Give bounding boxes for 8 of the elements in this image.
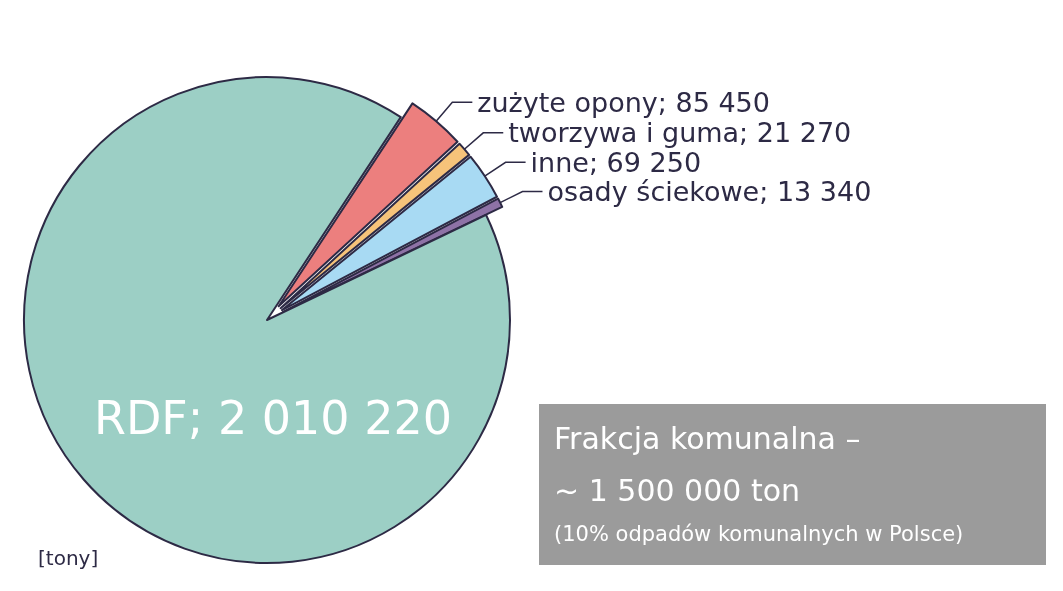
text: [tony] (38, 546, 99, 570)
slice-label: zużyte opony; 85 450 (477, 86, 770, 118)
text: (10% odpadów komunalnych w Polsce) (554, 522, 964, 546)
text: ~ 1 500 000 ton (554, 472, 801, 508)
text: Frakcja komunalna – (554, 420, 861, 456)
slice-label: tworzywa i guma; 21 270 (508, 117, 852, 149)
slice-label: RDF; 2 010 220 (93, 391, 453, 445)
slice-label: osady ściekowe; 13 340 (547, 175, 872, 207)
